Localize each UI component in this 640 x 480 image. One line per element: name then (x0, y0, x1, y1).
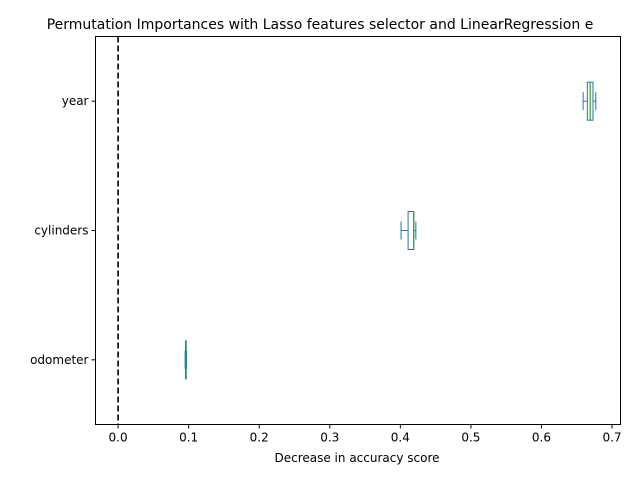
x-tick-label: 0.0 (109, 431, 128, 445)
x-tick-label: 0.5 (461, 431, 480, 445)
box-odometer (184, 340, 188, 380)
y-tick-label: odometer (30, 353, 88, 367)
box-year (582, 81, 597, 121)
x-tick-label: 0.4 (391, 431, 410, 445)
box-cylinders (400, 211, 417, 250)
x-tick-label: 0.2 (250, 431, 269, 445)
x-tick-label: 0.7 (602, 431, 621, 445)
y-tick-label: year (62, 94, 89, 108)
y-tick-label: cylinders (34, 224, 88, 238)
y-axis-ticks: year cylinders odometer (30, 94, 96, 367)
x-axis-ticks: 0.0 0.1 0.2 0.3 0.4 0.5 0.6 0.7 (109, 424, 622, 445)
x-tick-label: 0.6 (532, 431, 551, 445)
box-iqr (407, 211, 415, 250)
chart-title: Permutation Importances with Lasso featu… (47, 17, 594, 33)
plot-area (117, 36, 597, 425)
x-axis-label: Decrease in accuracy score (274, 451, 439, 465)
axes-frame (95, 36, 621, 425)
x-tick-label: 0.3 (320, 431, 339, 445)
x-tick-label: 0.1 (179, 431, 198, 445)
